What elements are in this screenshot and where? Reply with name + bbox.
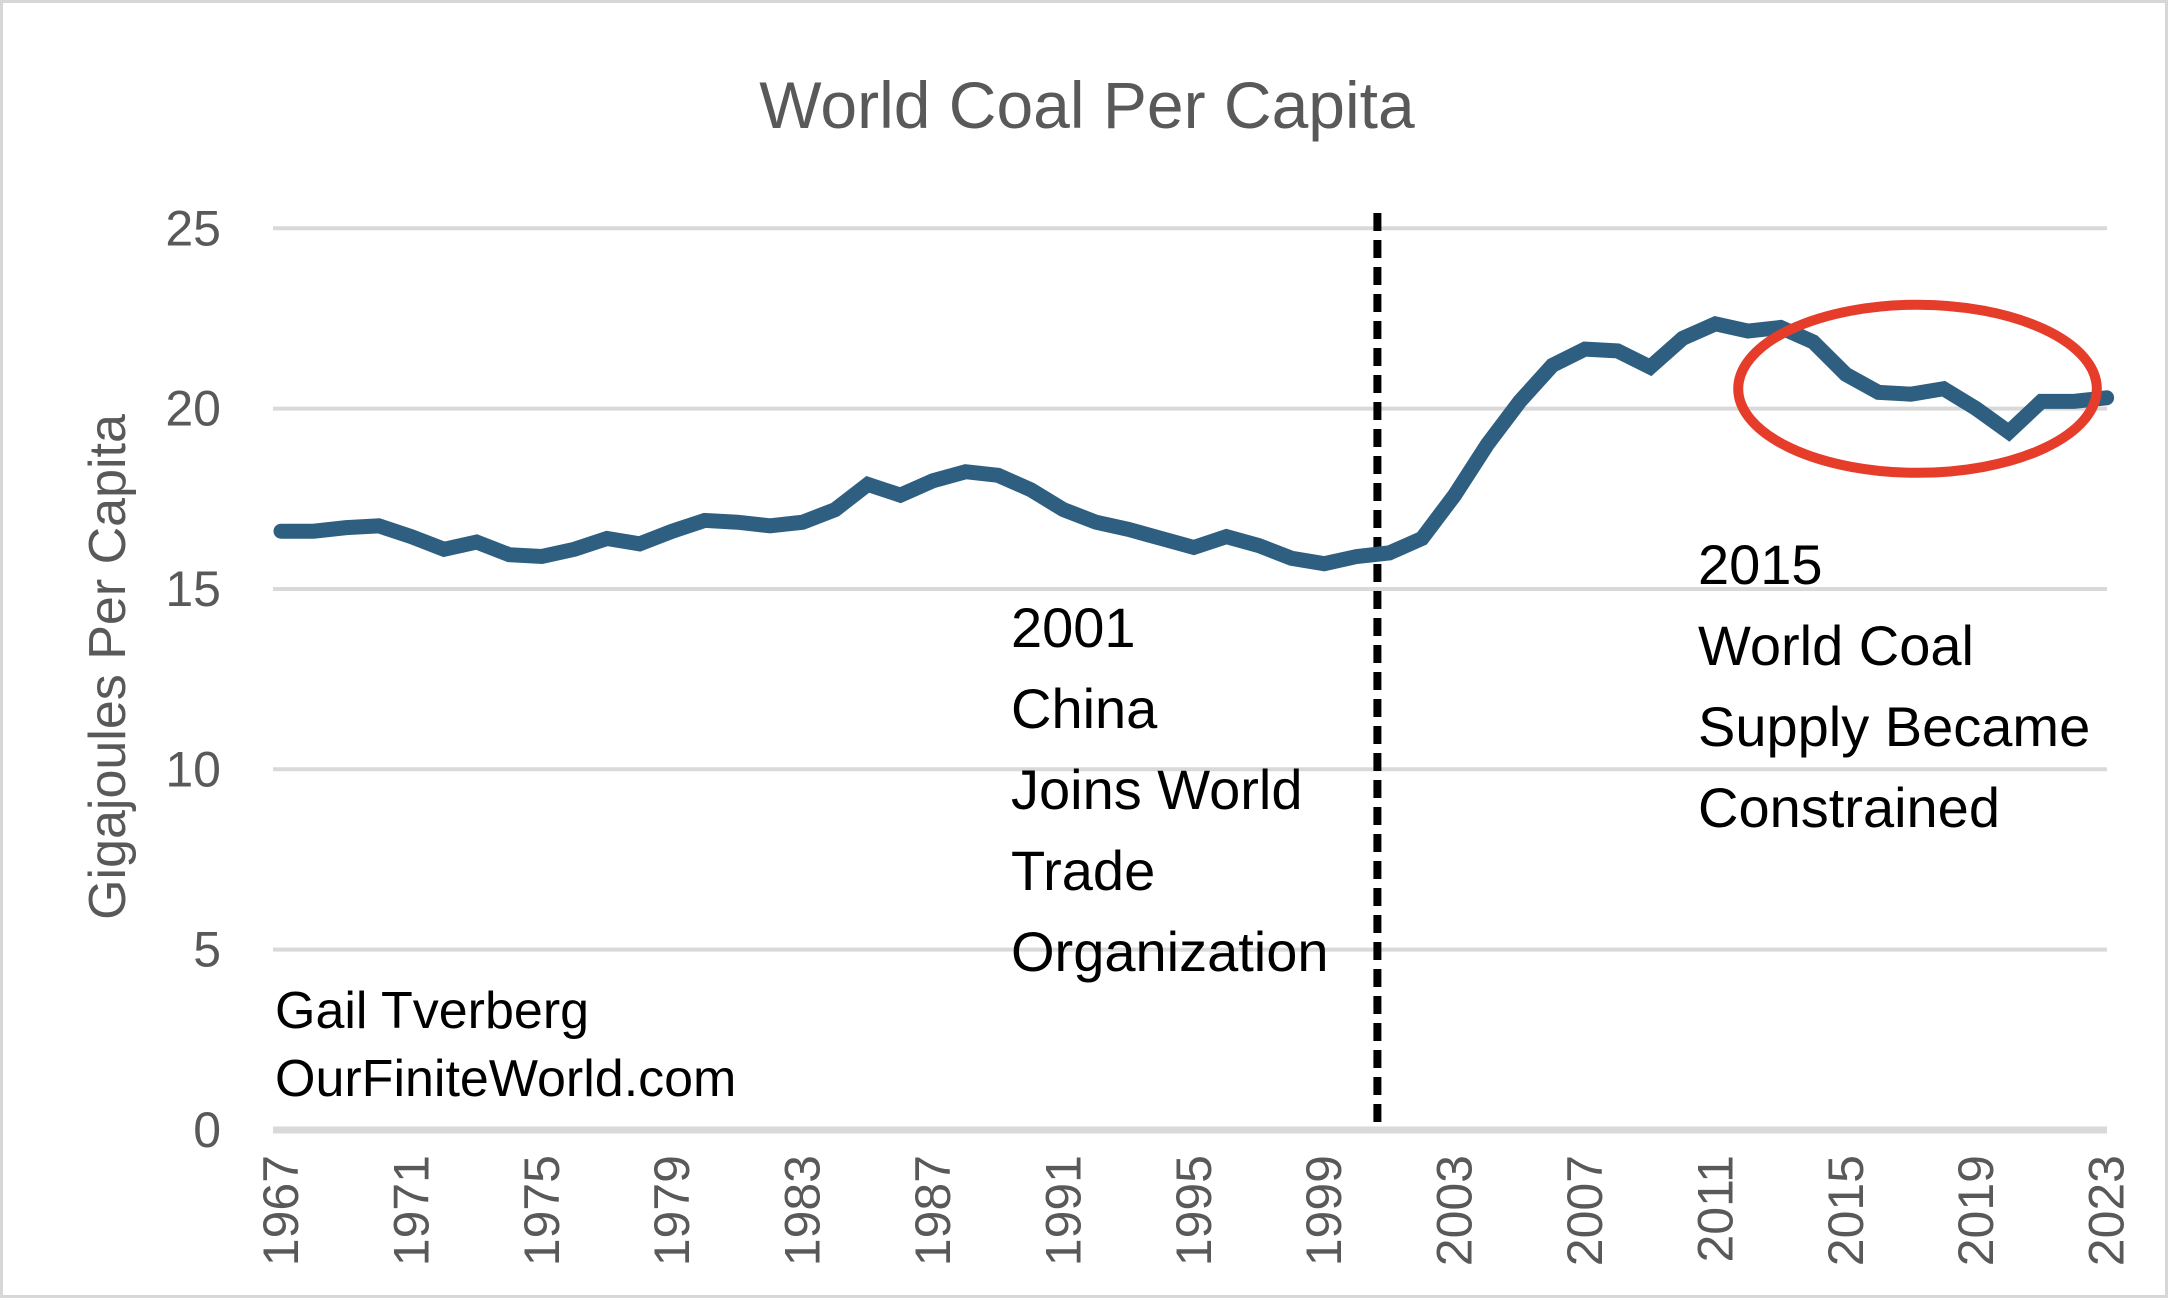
- y-tick-label: 0: [193, 1102, 221, 1158]
- x-tick-label: 1979: [644, 1155, 700, 1266]
- x-tick-label: 1967: [253, 1155, 309, 1266]
- y-tick-label: 20: [165, 381, 221, 437]
- x-tick-label: 1991: [1035, 1155, 1091, 1266]
- x-tick-label: 2007: [1557, 1155, 1613, 1266]
- x-tick-label: 2011: [1687, 1155, 1743, 1263]
- y-tick-label: 25: [165, 200, 221, 256]
- annotation-line: 2015: [1698, 533, 1823, 596]
- x-tick-label: 2023: [2079, 1155, 2135, 1266]
- y-tick-label: 10: [165, 741, 221, 797]
- annotation-line: Supply Became: [1698, 695, 2091, 758]
- attribution: Gail Tverberg OurFiniteWorld.com: [275, 977, 736, 1113]
- annotation-wto: 2001 China Joins World Trade Organizatio…: [1011, 587, 1329, 992]
- attribution-line: Gail Tverberg: [275, 982, 590, 1040]
- annotation-line: Joins World: [1011, 758, 1303, 821]
- y-axis-title: Gigajoules Per Capita: [79, 414, 137, 920]
- annotation-line: 2001: [1011, 596, 1136, 659]
- x-tick-label: 1987: [905, 1155, 961, 1266]
- plot-area: 0 5 10 15 20 25 1967 1971 1975 1979 1983 1987 1991 19…: [165, 200, 2135, 1266]
- x-tick-label: 2003: [1427, 1155, 1483, 1266]
- annotation-line: China: [1011, 677, 1158, 740]
- x-tick-label: 1975: [514, 1155, 570, 1266]
- x-tick-label: 1995: [1166, 1155, 1222, 1266]
- chart-title: World Coal Per Capita: [759, 68, 1415, 142]
- x-tick-label: 1983: [775, 1155, 831, 1266]
- x-tick-label: 1999: [1296, 1155, 1352, 1266]
- attribution-line: OurFiniteWorld.com: [275, 1050, 737, 1108]
- coal-per-capita-line: [273, 315, 2115, 572]
- y-tick-label: 15: [165, 561, 221, 617]
- annotation-supply-constrained: 2015 World Coal Supply Became Constraine…: [1698, 524, 2090, 848]
- annotation-line: Trade: [1011, 839, 1156, 902]
- annotation-line: World Coal: [1698, 614, 1974, 677]
- x-tick-label: 2019: [1948, 1155, 2004, 1266]
- y-tick-label: 5: [193, 922, 221, 978]
- annotation-line: Constrained: [1698, 776, 2000, 839]
- constrained-supply-ellipse: [1733, 299, 2102, 478]
- x-tick-label: 2015: [1818, 1155, 1874, 1266]
- annotation-line: Organization: [1011, 920, 1329, 983]
- x-tick-label: 1971: [383, 1155, 439, 1266]
